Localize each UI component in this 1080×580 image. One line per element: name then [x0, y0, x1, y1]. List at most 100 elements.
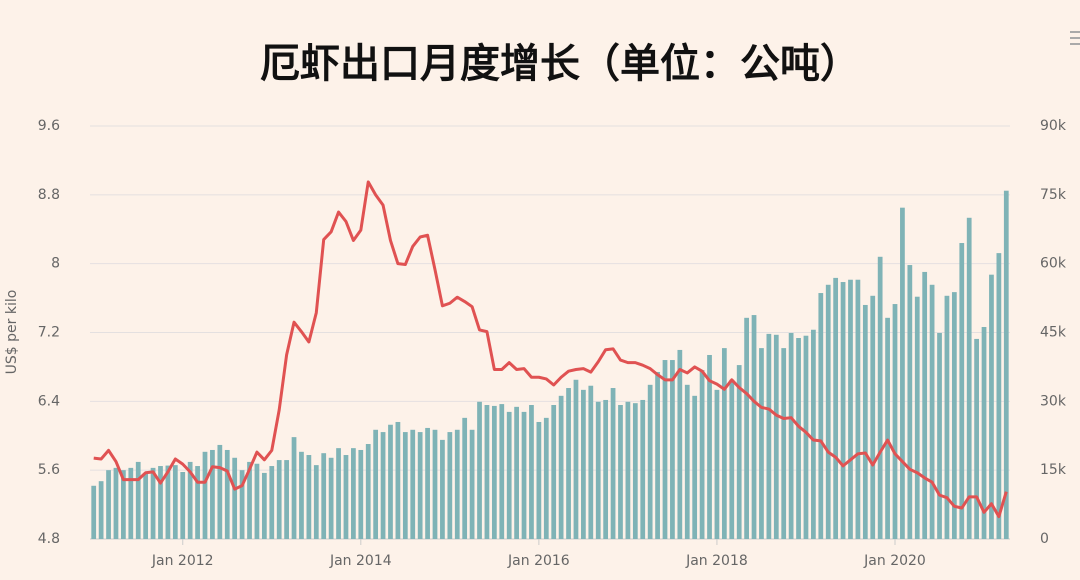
bar: [744, 317, 749, 539]
bar: [759, 348, 764, 539]
bar: [321, 453, 327, 539]
bar: [870, 295, 876, 539]
bar: [929, 284, 935, 539]
bar: [855, 279, 861, 539]
bar: [172, 465, 178, 539]
bar: [98, 481, 104, 539]
bar: [402, 432, 408, 539]
bar: [128, 467, 134, 539]
bar: [996, 253, 1002, 539]
bar: [224, 449, 230, 539]
bar: [210, 449, 215, 539]
bar: [840, 282, 846, 539]
bar: [484, 405, 490, 539]
bar: [336, 448, 341, 539]
bar: [358, 449, 364, 539]
bar: [477, 401, 482, 539]
bar: [937, 332, 942, 539]
bar: [276, 460, 282, 539]
bar: [232, 457, 238, 539]
bar: [239, 470, 245, 539]
bar: [989, 274, 994, 539]
bar: [662, 360, 668, 539]
bar: [543, 417, 549, 539]
y2-tick-label: 75k: [1040, 187, 1067, 203]
y2-tick-label: 0: [1040, 531, 1049, 547]
bar: [914, 296, 920, 539]
bar: [640, 399, 646, 539]
x-tick-label: Jan 2020: [863, 553, 926, 569]
bar: [647, 384, 653, 539]
bar: [551, 405, 557, 539]
bar: [818, 293, 824, 539]
bar: [907, 265, 913, 539]
y-tick-label: 4.8: [38, 531, 60, 547]
y-tick-label: 5.6: [38, 462, 60, 478]
bar: [981, 326, 987, 539]
x-tick-label: Jan 2012: [151, 553, 214, 569]
menu-icon[interactable]: [1070, 31, 1080, 45]
bar: [677, 349, 683, 539]
bar: [655, 371, 660, 539]
bar: [417, 432, 423, 539]
bar: [150, 467, 156, 539]
y-tick-label: 6.4: [38, 393, 60, 409]
bar: [135, 461, 141, 539]
bar: [365, 444, 371, 539]
bar: [432, 429, 438, 539]
bar: [113, 467, 119, 539]
bar: [944, 295, 950, 539]
bar: [595, 401, 601, 539]
bar: [632, 403, 638, 539]
bar: [217, 444, 223, 539]
bar: [721, 348, 727, 539]
y2-tick-label: 45k: [1040, 325, 1067, 341]
bar: [1003, 190, 1009, 539]
bar: [388, 424, 393, 539]
bar: [773, 334, 779, 539]
y2-tick-label: 30k: [1040, 393, 1067, 409]
bar: [699, 370, 705, 539]
bar: [558, 395, 564, 539]
bar: [951, 292, 957, 539]
bar: [796, 338, 801, 539]
bar: [877, 256, 883, 539]
x-tick-label: Jan 2018: [685, 553, 748, 569]
bar: [351, 448, 356, 539]
bar: [610, 388, 616, 539]
chart-title: 厄虾出口月度增长（单位：公吨）: [260, 41, 860, 87]
bar: [885, 317, 890, 539]
bar: [180, 472, 186, 539]
bar: [892, 304, 898, 539]
bar: [736, 365, 742, 539]
bar: [462, 417, 468, 539]
bar: [343, 455, 349, 539]
bar: [269, 466, 275, 539]
bar: [506, 411, 512, 539]
bar: [380, 432, 386, 539]
bar: [751, 315, 757, 539]
bar: [447, 432, 453, 539]
bar: [581, 389, 586, 539]
x-tick-label: Jan 2016: [507, 553, 570, 569]
y-tick-label: 8.8: [38, 187, 60, 203]
bar: [825, 284, 831, 539]
bar: [469, 429, 475, 539]
y-axis-label: US$ per kilo: [4, 290, 20, 375]
bar: [491, 405, 497, 539]
bar: [670, 360, 675, 539]
bar: [803, 335, 809, 539]
bar: [729, 379, 735, 539]
bar: [588, 385, 594, 539]
bar: [165, 465, 171, 539]
bar: [959, 243, 965, 539]
bar: [707, 354, 712, 539]
y-tick-label: 9.6: [38, 118, 60, 134]
bar: [254, 463, 260, 539]
bar: [373, 429, 379, 539]
bar: [684, 384, 690, 539]
bar: [247, 461, 252, 539]
bar: [313, 465, 319, 539]
bar: [91, 485, 97, 539]
bar: [143, 472, 149, 539]
